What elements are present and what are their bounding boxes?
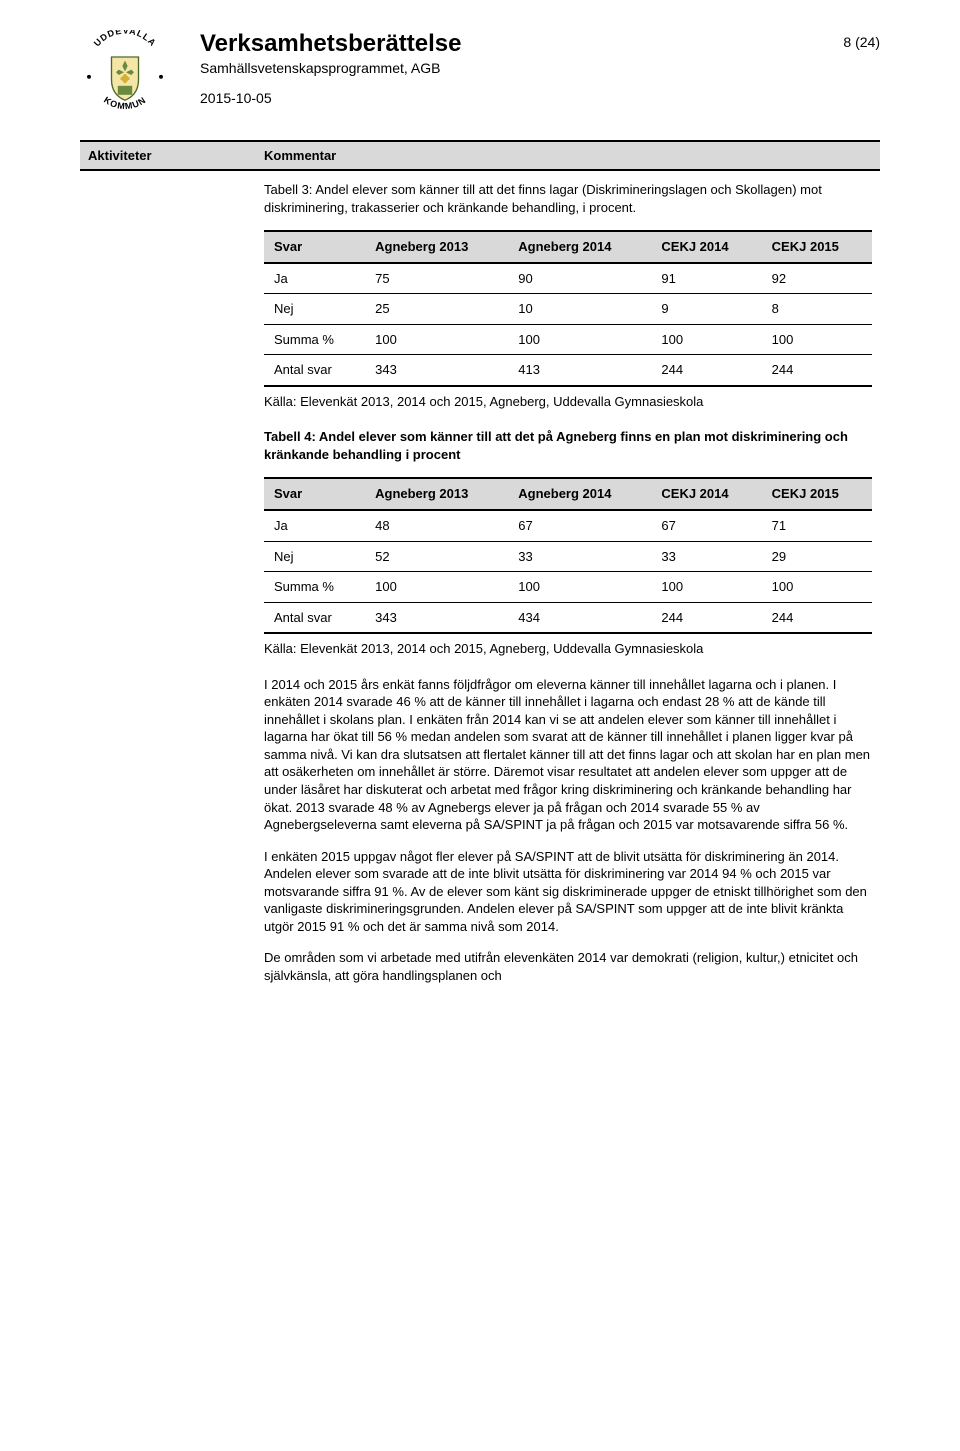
- table4-caption: Tabell 4: Andel elever som känner till a…: [264, 428, 872, 463]
- col-header-aktiviteter: Aktiviteter: [80, 141, 256, 170]
- paragraph-1: I 2014 och 2015 års enkät fanns följdfrå…: [264, 676, 872, 834]
- t4-h4: CEKJ 2015: [762, 478, 872, 510]
- table-row: Ja 48 67 67 71: [264, 510, 872, 541]
- t4-h2: Agneberg 2014: [508, 478, 651, 510]
- logo-top-text: UDDEVALLA: [92, 30, 158, 48]
- table-row: Nej 52 33 33 29: [264, 541, 872, 572]
- table4: Svar Agneberg 2013 Agneberg 2014 CEKJ 20…: [264, 477, 872, 634]
- header: UDDEVALLA KOMMUN Verksamhetsberättelse S…: [80, 30, 880, 120]
- table-row: Summa % 100 100 100 100: [264, 572, 872, 603]
- doc-title: Verksamhetsberättelse: [200, 30, 843, 58]
- table3: Svar Agneberg 2013 Agneberg 2014 CEKJ 20…: [264, 230, 872, 387]
- t4-h0: Svar: [264, 478, 365, 510]
- header-text: Verksamhetsberättelse Samhällsvetenskaps…: [200, 30, 843, 106]
- table-row: Nej 25 10 9 8: [264, 294, 872, 325]
- t4-h3: CEKJ 2014: [651, 478, 761, 510]
- aktiviteter-cell: [80, 170, 256, 991]
- kommentar-cell: Tabell 3: Andel elever som känner till a…: [256, 170, 880, 991]
- main-table: Aktiviteter Kommentar Tabell 3: Andel el…: [80, 140, 880, 991]
- t3-h4: CEKJ 2015: [762, 231, 872, 263]
- table3-source: Källa: Elevenkät 2013, 2014 och 2015, Ag…: [264, 393, 872, 411]
- doc-subtitle: Samhällsvetenskapsprogrammet, AGB: [200, 60, 843, 76]
- page-number: 8 (24): [843, 30, 880, 50]
- page: UDDEVALLA KOMMUN Verksamhetsberättelse S…: [0, 0, 960, 1031]
- table-row: Antal svar 343 413 244 244: [264, 355, 872, 386]
- svg-text:UDDEVALLA: UDDEVALLA: [92, 30, 158, 48]
- t4-h1: Agneberg 2013: [365, 478, 508, 510]
- t3-h1: Agneberg 2013: [365, 231, 508, 263]
- table-row: Antal svar 343 434 244 244: [264, 602, 872, 633]
- t3-h0: Svar: [264, 231, 365, 263]
- content: Aktiviteter Kommentar Tabell 3: Andel el…: [80, 140, 880, 991]
- paragraph-3: De områden som vi arbetade med utifrån e…: [264, 949, 872, 984]
- t3-h3: CEKJ 2014: [651, 231, 761, 263]
- t3-h2: Agneberg 2014: [508, 231, 651, 263]
- table4-source: Källa: Elevenkät 2013, 2014 och 2015, Ag…: [264, 640, 872, 658]
- municipality-logo: UDDEVALLA KOMMUN: [80, 30, 170, 120]
- table-row: Ja 75 90 91 92: [264, 263, 872, 294]
- paragraph-2: I enkäten 2015 uppgav något fler elever …: [264, 848, 872, 936]
- col-header-kommentar: Kommentar: [256, 141, 880, 170]
- doc-date: 2015-10-05: [200, 90, 843, 106]
- table3-caption: Tabell 3: Andel elever som känner till a…: [264, 181, 872, 216]
- table-row: Summa % 100 100 100 100: [264, 324, 872, 355]
